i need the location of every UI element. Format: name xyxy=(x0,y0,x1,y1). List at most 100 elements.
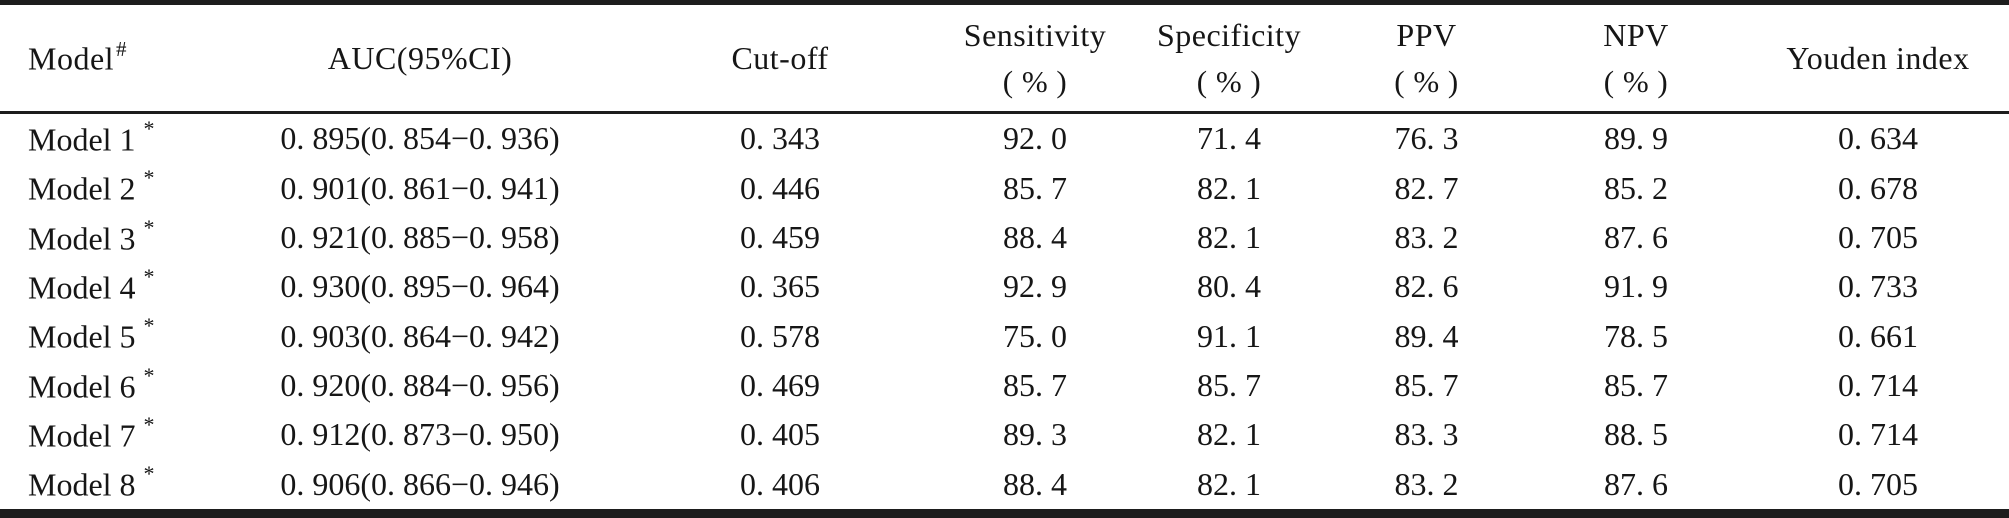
cell-model: Model 3 * xyxy=(0,213,220,262)
cell-npv: 89. 9 xyxy=(1604,120,1668,157)
model-superscript: * xyxy=(143,115,155,141)
cell-model: Model 2 * xyxy=(0,163,220,212)
model-superscript: * xyxy=(143,412,155,438)
specificity-header-unit: ( % ) xyxy=(1196,63,1262,99)
table-row: Model 8 * 0. 906(0. 866−0. 946) 0. 406 88… xyxy=(0,460,2009,509)
cell-npv: 88. 5 xyxy=(1604,416,1668,453)
table-row: Model 3 * 0. 921(0. 885−0. 958) 0. 459 88… xyxy=(0,213,2009,262)
table-row: Model 2 * 0. 901(0. 861−0. 941) 0. 446 85… xyxy=(0,163,2009,212)
model-header-superscript: # xyxy=(116,36,128,61)
column-header-specificity: Specificity ( % ) xyxy=(1130,5,1328,114)
cell-model: Model 6 * xyxy=(0,361,220,410)
model-superscript: * xyxy=(143,461,155,487)
table-row: Model 4 * 0. 930(0. 895−0. 964) 0. 365 92… xyxy=(0,262,2009,311)
cell-ppv: 85. 7 xyxy=(1394,366,1459,403)
table-body: Model 1 * 0. 895(0. 854−0. 936) 0. 343 92… xyxy=(0,113,2009,510)
column-header-npv: NPV ( % ) xyxy=(1525,5,1747,114)
header-row: Model# AUC(95%CI) Cut-off Sensitivity ( %… xyxy=(0,5,2009,114)
cell-npv: 85. 2 xyxy=(1604,169,1668,206)
cell-model: Model 1 * xyxy=(0,113,220,164)
cell-auc: 0. 901(0. 861−0. 941) xyxy=(280,169,560,206)
column-header-model: Model# xyxy=(0,5,220,114)
cell-npv: 87. 6 xyxy=(1604,218,1668,255)
cell-sensitivity: 88. 4 xyxy=(1003,465,1067,502)
cell-cutoff: 0. 469 xyxy=(740,366,820,403)
model-name: Model 3 xyxy=(28,220,136,257)
model-superscript: * xyxy=(143,263,155,289)
model-superscript: * xyxy=(143,362,155,388)
cell-youden: 0. 714 xyxy=(1838,366,1918,403)
cell-ppv: 82. 6 xyxy=(1394,268,1459,305)
sensitivity-header-unit: ( % ) xyxy=(1002,63,1068,99)
sensitivity-header-label: Sensitivity xyxy=(963,16,1107,53)
cell-auc: 0. 895(0. 854−0. 936) xyxy=(280,120,560,157)
cell-sensitivity: 92. 9 xyxy=(1003,268,1067,305)
youden-header-label: Youden index xyxy=(1786,39,1970,76)
cell-youden: 0. 733 xyxy=(1838,268,1918,305)
cell-specificity: 82. 1 xyxy=(1197,416,1261,453)
cell-youden: 0. 634 xyxy=(1838,120,1918,157)
cell-npv: 87. 6 xyxy=(1604,465,1668,502)
table-row: Model 1 * 0. 895(0. 854−0. 936) 0. 343 92… xyxy=(0,113,2009,164)
cell-auc: 0. 930(0. 895−0. 964) xyxy=(280,268,560,305)
cell-npv: 91. 9 xyxy=(1604,268,1668,305)
cell-sensitivity: 88. 4 xyxy=(1003,218,1067,255)
cell-sensitivity: 85. 7 xyxy=(1003,169,1067,206)
cell-youden: 0. 714 xyxy=(1838,416,1918,453)
cell-ppv: 76. 3 xyxy=(1394,120,1459,157)
model-name: Model 5 xyxy=(28,318,136,355)
cell-specificity: 82. 1 xyxy=(1197,218,1261,255)
cell-cutoff: 0. 406 xyxy=(740,465,820,502)
cell-model: Model 7 * xyxy=(0,410,220,459)
cell-specificity: 91. 1 xyxy=(1197,317,1261,354)
cell-ppv: 89. 4 xyxy=(1394,317,1459,354)
cell-ppv: 82. 7 xyxy=(1394,169,1459,206)
cell-specificity: 80. 4 xyxy=(1197,268,1261,305)
cell-sensitivity: 89. 3 xyxy=(1003,416,1067,453)
column-header-auc: AUC(95%CI) xyxy=(220,5,620,114)
model-name: Model 7 xyxy=(28,417,136,454)
column-header-sensitivity: Sensitivity ( % ) xyxy=(940,5,1130,114)
table-header: Model# AUC(95%CI) Cut-off Sensitivity ( %… xyxy=(0,5,2009,114)
cell-youden: 0. 705 xyxy=(1838,218,1918,255)
cell-auc: 0. 906(0. 866−0. 946) xyxy=(280,465,560,502)
cell-youden: 0. 678 xyxy=(1838,169,1918,206)
ppv-header-unit: ( % ) xyxy=(1394,63,1459,99)
cell-auc: 0. 912(0. 873−0. 950) xyxy=(280,416,560,453)
cell-sensitivity: 75. 0 xyxy=(1003,317,1067,354)
cell-auc: 0. 903(0. 864−0. 942) xyxy=(280,317,560,354)
cell-model: Model 5 * xyxy=(0,311,220,360)
cell-ppv: 83. 2 xyxy=(1394,218,1459,255)
cell-auc: 0. 921(0. 885−0. 958) xyxy=(280,218,560,255)
cell-sensitivity: 85. 7 xyxy=(1003,366,1067,403)
cell-model: Model 8 * xyxy=(0,460,220,509)
cell-youden: 0. 705 xyxy=(1838,465,1918,502)
model-superscript: * xyxy=(143,313,155,339)
specificity-header-label: Specificity xyxy=(1156,16,1302,53)
cell-specificity: 82. 1 xyxy=(1197,169,1261,206)
model-superscript: * xyxy=(143,214,155,240)
column-header-youden: Youden index xyxy=(1747,5,2009,114)
cell-cutoff: 0. 343 xyxy=(740,120,820,157)
cell-ppv: 83. 2 xyxy=(1394,465,1459,502)
model-header-label: Model xyxy=(28,40,115,77)
model-superscript: * xyxy=(143,165,155,191)
cell-ppv: 83. 3 xyxy=(1394,416,1459,453)
ppv-header-label: PPV xyxy=(1396,16,1457,53)
npv-header-unit: ( % ) xyxy=(1603,63,1669,99)
cell-sensitivity: 92. 0 xyxy=(1003,120,1067,157)
cell-youden: 0. 661 xyxy=(1838,317,1918,354)
cell-cutoff: 0. 405 xyxy=(740,416,820,453)
npv-header-label: NPV xyxy=(1603,16,1669,53)
column-header-cutoff: Cut-off xyxy=(620,5,940,114)
model-performance-table: Model# AUC(95%CI) Cut-off Sensitivity ( %… xyxy=(0,5,2009,509)
model-name: Model 8 xyxy=(28,467,136,504)
model-name: Model 2 xyxy=(28,170,136,207)
table-row: Model 5 * 0. 903(0. 864−0. 942) 0. 578 75… xyxy=(0,311,2009,360)
cell-model: Model 4 * xyxy=(0,262,220,311)
cell-cutoff: 0. 459 xyxy=(740,218,820,255)
column-header-ppv: PPV ( % ) xyxy=(1328,5,1525,114)
cell-cutoff: 0. 446 xyxy=(740,169,820,206)
cell-cutoff: 0. 578 xyxy=(740,317,820,354)
